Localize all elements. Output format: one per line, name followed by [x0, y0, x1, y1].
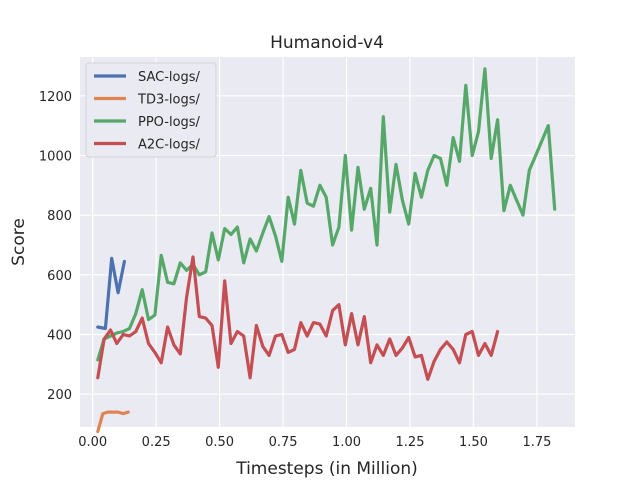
x-tick-label: 0.50	[205, 435, 234, 450]
y-tick-label: 200	[47, 388, 72, 403]
legend-box	[85, 62, 217, 158]
legend-label-2: PPO-logs/	[138, 115, 201, 130]
legend-label-3: A2C-logs/	[138, 138, 201, 153]
series-line-1	[96, 410, 130, 434]
chart-title: Humanoid-v4	[270, 33, 384, 53]
y-tick-label: 1200	[39, 90, 72, 105]
series-lines	[96, 67, 557, 434]
legend-label-0: SAC-logs/	[138, 70, 201, 85]
series-line-0	[96, 256, 127, 331]
x-tick-label: 0.00	[78, 435, 107, 450]
series-line-3	[96, 255, 500, 381]
y-tick-label: 600	[47, 269, 72, 284]
x-tick-label: 1.25	[396, 435, 425, 450]
y-tick-labels: 200 400 600 800 1000 1200	[39, 90, 72, 403]
x-tick-label: 1.75	[522, 435, 551, 450]
y-tick-label: 400	[47, 329, 72, 344]
x-tick-label: 0.75	[269, 435, 298, 450]
x-axis-label: Timesteps (in Million)	[235, 459, 418, 479]
y-axis-label: Score	[9, 218, 29, 266]
x-tick-label: 1.50	[459, 435, 488, 450]
legend-label-1: TD3-logs/	[137, 93, 201, 108]
x-tick-labels: 0.00 0.25 0.50 0.75 1.00 1.25 1.50 1.75	[78, 435, 551, 450]
series-line-2	[96, 67, 557, 362]
y-tick-label: 800	[47, 209, 72, 224]
x-tick-label: 0.25	[142, 435, 171, 450]
x-tick-label: 1.00	[332, 435, 361, 450]
y-tick-label: 1000	[39, 149, 72, 164]
legend: SAC-logs/TD3-logs/PPO-logs/A2C-logs/	[85, 62, 217, 158]
